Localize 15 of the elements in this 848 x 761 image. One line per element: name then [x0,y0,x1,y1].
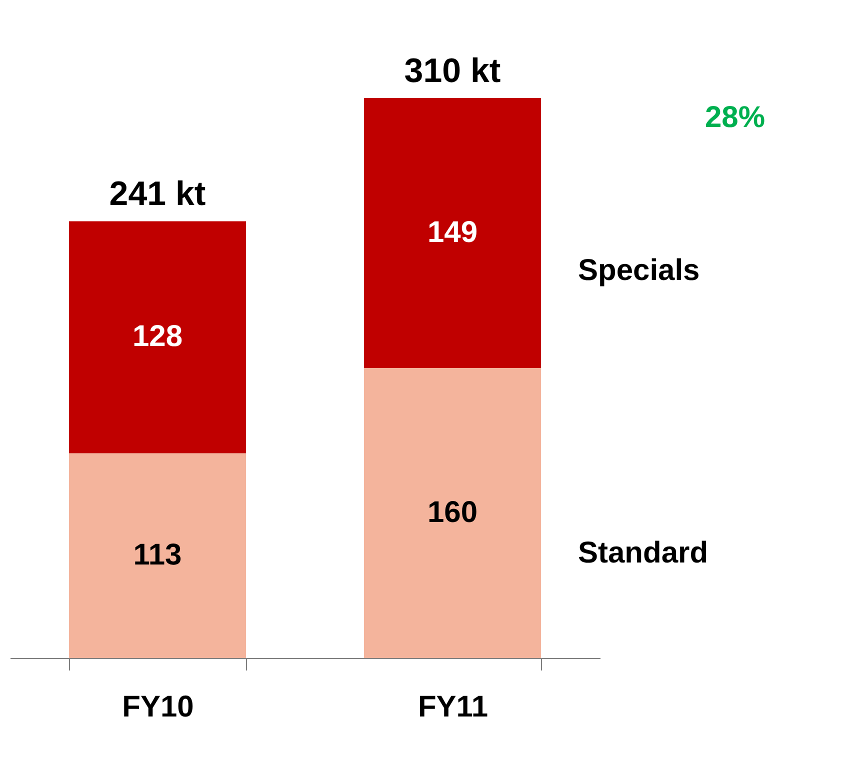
bar [69,453,246,658]
series-label: Specials [578,254,700,287]
x-tick-label: FY11 [418,690,488,724]
data-label: 128 [132,320,183,354]
bar [364,98,541,368]
bar [69,221,246,454]
series-label: Standard [578,536,708,570]
data-label: 160 [427,496,478,530]
data-label: 149 [427,216,478,250]
x-tick-label: FY10 [122,690,194,724]
bar [364,368,541,658]
total-label: 310 kt [404,52,501,90]
data-label: 113 [133,538,182,572]
total-label: 241 kt [109,175,206,214]
text: 28% [704,101,766,134]
